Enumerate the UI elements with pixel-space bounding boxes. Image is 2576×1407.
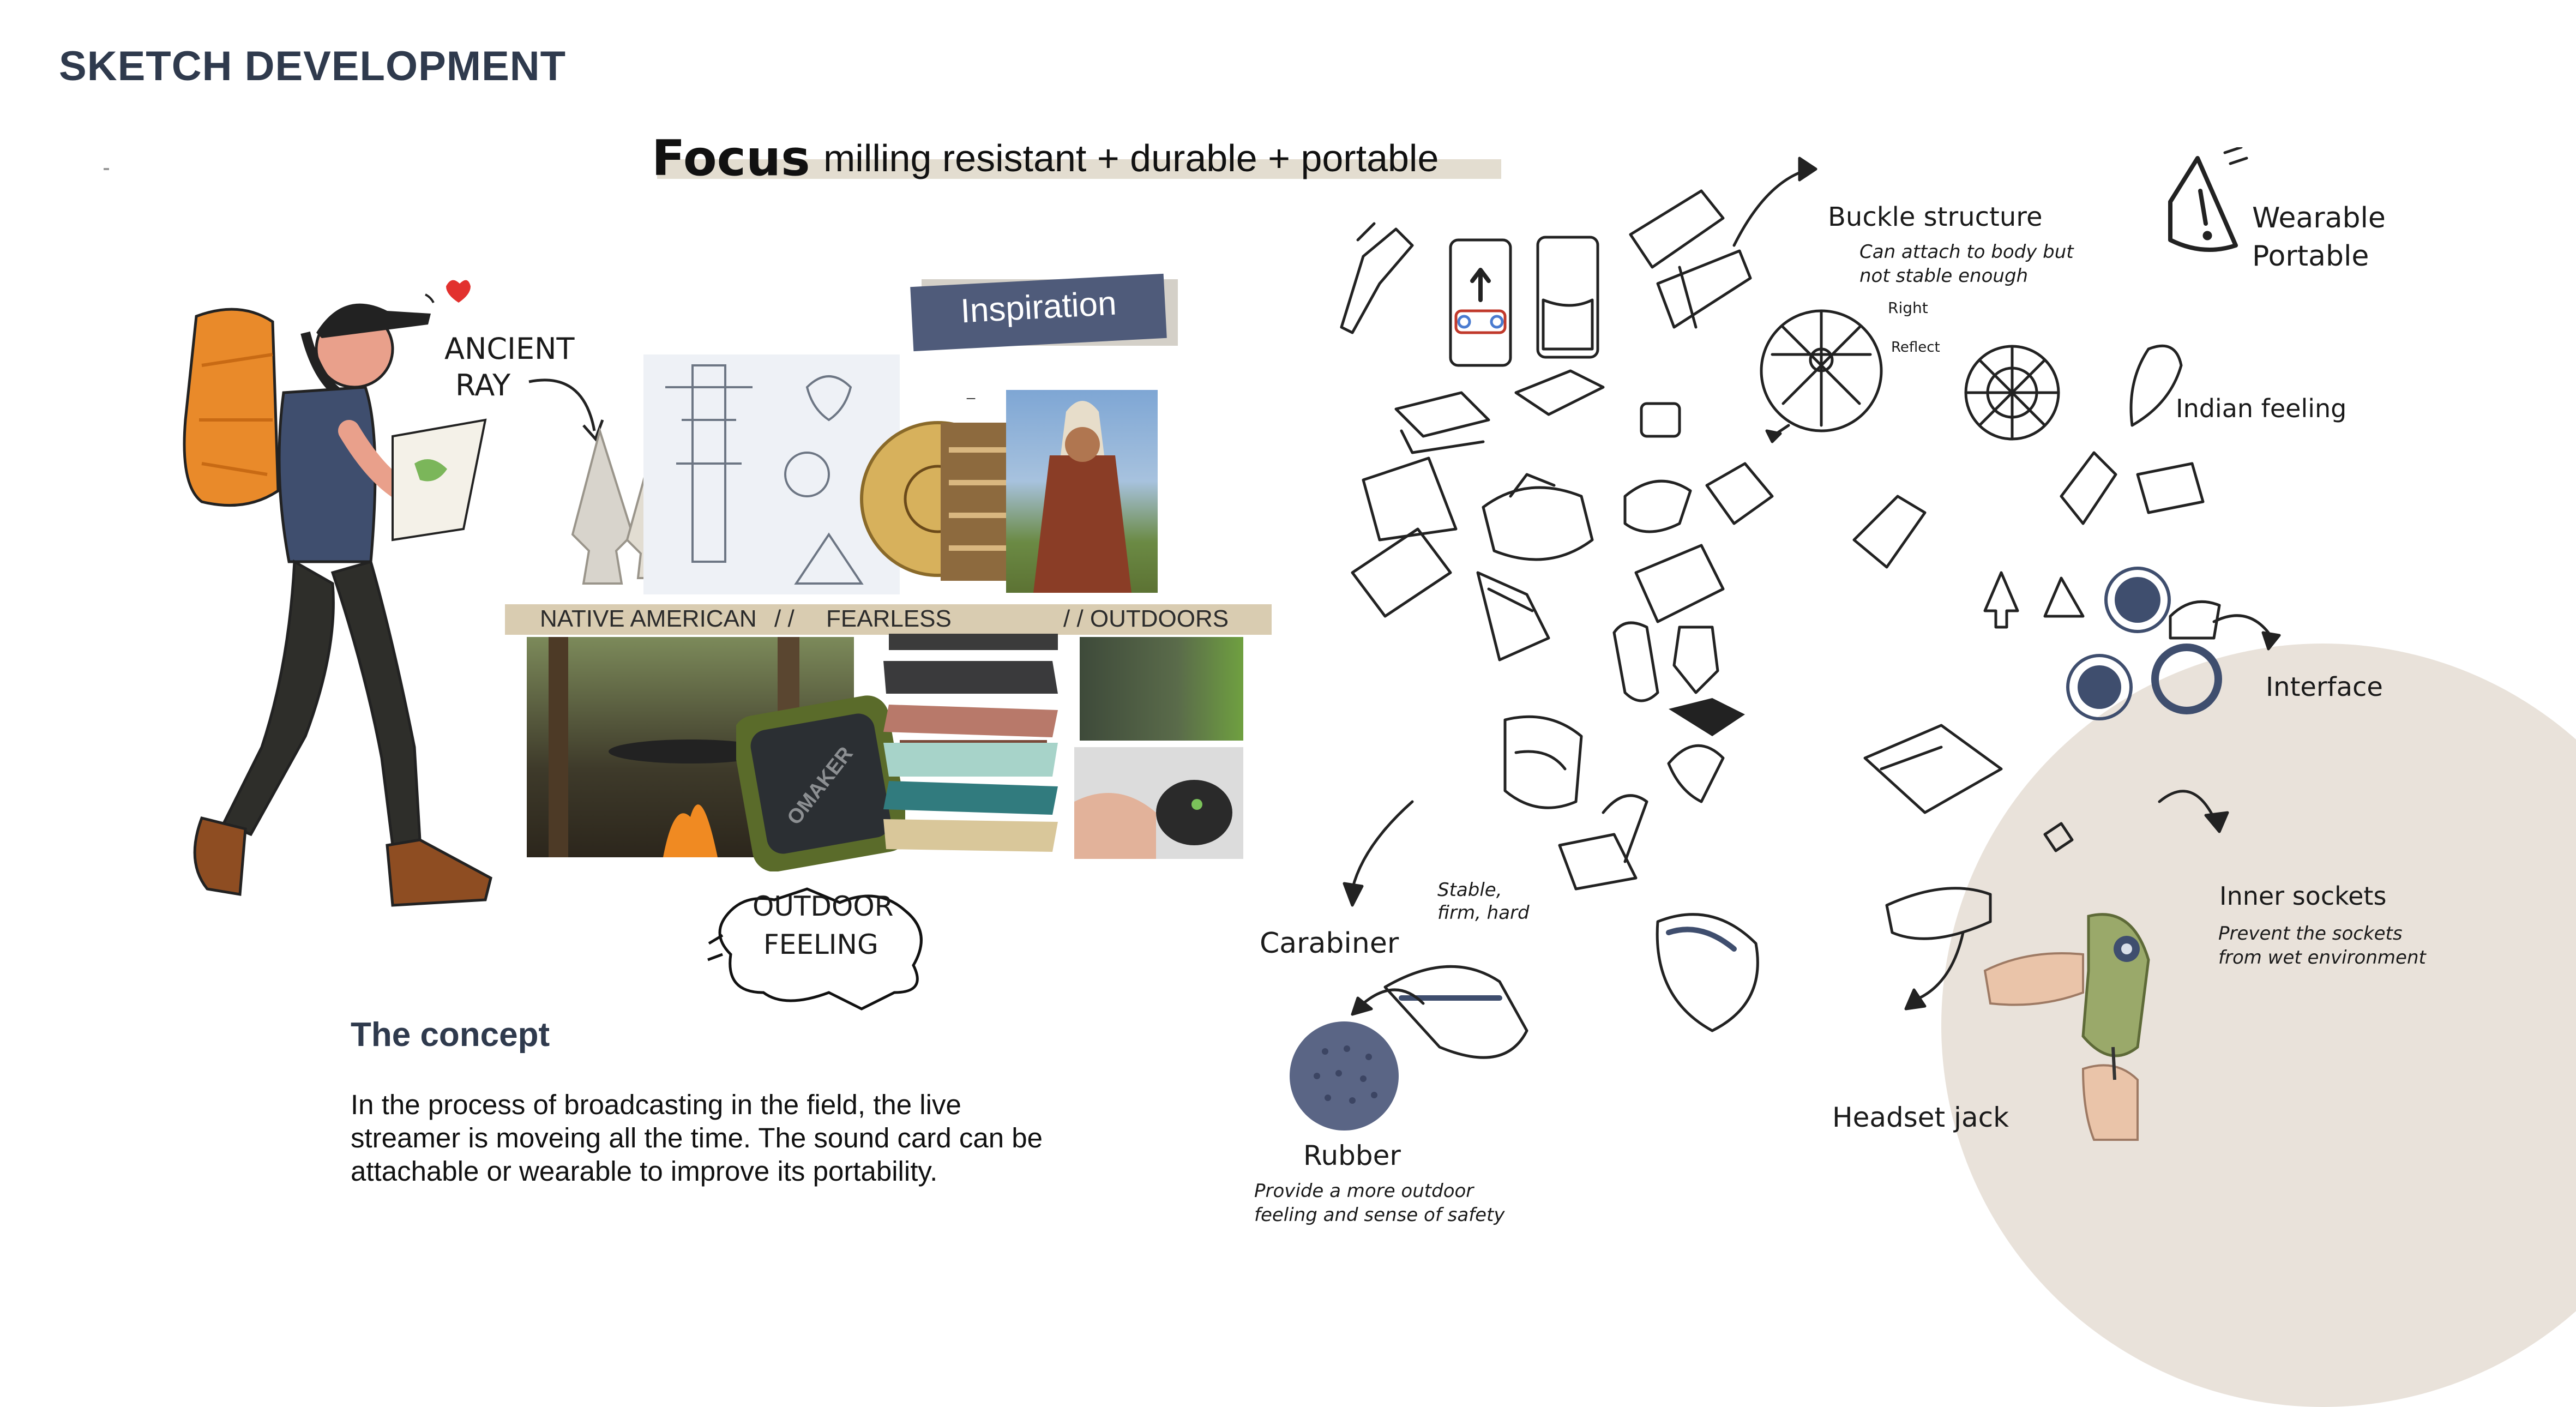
small-note-reflect: Reflect <box>1891 339 1940 356</box>
rubber-texture-ball <box>1290 1021 1399 1131</box>
buckle-structure-label: Buckle structure <box>1828 202 2043 232</box>
mood-word-outdoors: / / OUTDOORS <box>1063 605 1229 632</box>
mood-band <box>505 604 1272 635</box>
concept-title: The concept <box>351 1016 550 1054</box>
totem-illustration <box>643 354 900 594</box>
rubber-note-2: feeling and sense of safety <box>1254 1204 1505 1226</box>
focus-label: Focus <box>652 130 810 187</box>
focus-underline-band <box>657 159 1501 179</box>
arrow-icon <box>528 378 604 442</box>
ancient-ray-label-2: RAY <box>455 368 511 402</box>
color-swatches <box>883 634 1058 852</box>
product-sketches <box>1340 147 2281 1059</box>
buckle-note-2: not stable enough <box>1859 265 2029 287</box>
stable-note-2: firm, hard <box>1437 902 1530 924</box>
decorative-mark <box>104 168 109 170</box>
inner-sockets-label: Inner sockets <box>2219 881 2387 911</box>
indian-feeling-label: Indian feeling <box>2176 394 2347 423</box>
inner-sockets-note-2: from wet environment <box>2218 947 2426 969</box>
stable-note-1: Stable, <box>1437 879 1502 901</box>
headset-jack-label: Headset jack <box>1832 1102 2009 1133</box>
hand-device-photo <box>1074 747 1243 859</box>
background-shape <box>1941 644 2576 1407</box>
wearable-label: Wearable <box>2252 202 2386 234</box>
small-note-right: Right <box>1888 299 1928 317</box>
mood-word-fearless: FEARLESS <box>826 605 952 632</box>
speaker-photo <box>732 688 909 872</box>
rubber-note-1: Provide a more outdoor <box>1254 1180 1474 1202</box>
concept-body: In the process of broadcasting in the fi… <box>351 1089 1043 1187</box>
native-chief-photo <box>1006 390 1158 593</box>
buckle-note-1: Can attach to body but <box>1859 241 2074 263</box>
speech-bubble <box>707 887 923 1011</box>
dreamcatcher-image <box>860 421 1017 581</box>
outdoor-feeling-label-2: FEELING <box>763 929 878 960</box>
ancient-ray-label-1: ANCIENT <box>444 332 575 366</box>
inner-sockets-note-1: Prevent the sockets <box>2218 923 2403 945</box>
mood-separator: / / <box>774 605 795 632</box>
hiker-illustration <box>183 280 492 907</box>
heart-icon <box>446 280 471 303</box>
decorative-mark: ⁻ <box>965 390 977 414</box>
hand-with-device <box>1983 913 2150 1141</box>
interface-label: Interface <box>2266 672 2383 702</box>
outdoor-feeling-label-1: OUTDOOR <box>753 891 894 922</box>
focus-text: milling resistant + durable + portable <box>823 137 1439 179</box>
mood-word-native-american: NATIVE AMERICAN <box>540 605 757 632</box>
portable-label: Portable <box>2252 240 2369 273</box>
page-title: SKETCH DEVELOPMENT <box>59 43 567 89</box>
outdoor-gear-photo <box>1080 637 1243 741</box>
rubber-label: Rubber <box>1303 1140 1401 1171</box>
carabiner-label: Carabiner <box>1260 927 1399 960</box>
